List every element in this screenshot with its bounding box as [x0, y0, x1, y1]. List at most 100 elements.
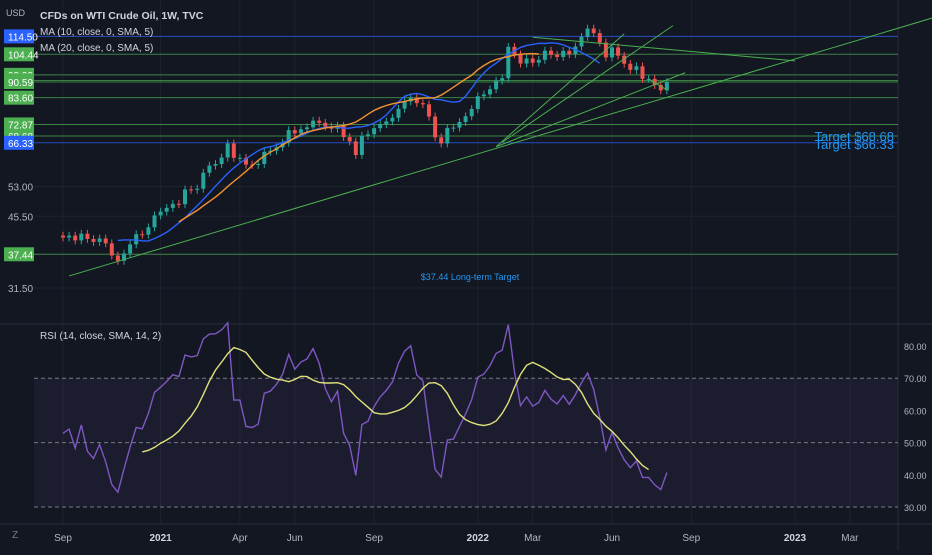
candle-body [122, 253, 126, 261]
candle-body [585, 28, 590, 37]
rsi-ma-line [142, 346, 649, 471]
candle-body [366, 134, 370, 136]
candle-body [85, 233, 90, 239]
candle-body [347, 137, 352, 142]
candle-body [384, 121, 389, 125]
time-tick-label: Jun [287, 533, 303, 544]
ma10-legend[interactable]: MA (10, close, 0, SMA, 5) [40, 27, 154, 38]
price-label-badge [4, 90, 34, 105]
rsi-legend[interactable]: RSI (14, close, SMA, 14, 2) [40, 331, 162, 342]
rsi-tick-label: 50.00 [904, 439, 927, 449]
candle-body [640, 66, 645, 79]
rsi-tick-label: 40.00 [904, 471, 927, 481]
candle-body [664, 82, 669, 91]
candle-body [146, 227, 151, 235]
candle-body [311, 120, 316, 128]
candle-body [103, 238, 108, 244]
candle-body [390, 117, 395, 122]
price-tick-label: 37.44 [8, 250, 33, 261]
candle-body [158, 211, 163, 216]
candle-body [219, 157, 224, 164]
candle-body [97, 238, 102, 242]
price-tick-label: 114.50 [8, 32, 38, 43]
candle-body [451, 127, 456, 129]
candle-body [231, 143, 236, 158]
candle-body [109, 243, 114, 256]
timezone-toggle[interactable]: Z [12, 530, 19, 541]
axes: 114.50104.4493.9991.3190.5983.6072.8768.… [4, 29, 927, 544]
candle-body [115, 255, 120, 261]
candle-body [91, 238, 96, 242]
candle-body [183, 189, 187, 205]
candle-body [481, 94, 486, 97]
price-tick-label: 31.50 [8, 284, 33, 295]
candle-body [506, 46, 511, 79]
candle-body [524, 58, 529, 64]
candle-body [549, 50, 553, 55]
moving-averages [117, 42, 601, 242]
price-tick-label: 83.60 [8, 94, 33, 105]
target-top-label: Target $68.68 [814, 129, 894, 144]
candle-body [530, 58, 535, 63]
candle-body [262, 151, 267, 164]
trendline-channel-support [495, 72, 686, 148]
ma20-legend[interactable]: MA (20, close, 0, SMA, 5) [40, 43, 154, 54]
candles [61, 24, 669, 265]
candle-body [652, 78, 657, 86]
candle-body [195, 188, 200, 190]
candle-body [152, 215, 157, 228]
candle-body [420, 103, 425, 105]
candle-body [567, 50, 572, 55]
candle-body [378, 124, 383, 129]
candle-body [341, 125, 346, 138]
long-term-target-label: $37.44 Long-term Target [421, 272, 520, 282]
candle-body [359, 135, 364, 156]
ma10-line [117, 42, 601, 242]
candle-body [323, 122, 328, 127]
candle-body [469, 108, 474, 117]
price-label-badge [4, 75, 34, 90]
candle-body [268, 150, 273, 152]
time-tick-label: Sep [682, 533, 700, 544]
candle-body [445, 127, 450, 144]
candle-body [140, 234, 145, 236]
candle-body [286, 130, 291, 143]
candle-body [414, 97, 419, 104]
candle-body [292, 130, 297, 134]
rsi-tick-label: 80.00 [904, 342, 927, 352]
candle-body [237, 157, 242, 159]
candle-body [597, 33, 602, 43]
price-tick-label: 45.50 [8, 212, 33, 223]
trendline-long-term-support [68, 17, 932, 277]
trendline-descending-top [532, 36, 796, 62]
candle-body [457, 121, 462, 128]
candle-body [164, 207, 169, 212]
rsi-line [62, 321, 668, 494]
candle-body [256, 163, 261, 165]
time-tick-label: Sep [54, 533, 72, 544]
price-tick-label: 66.33 [8, 139, 33, 150]
price-tick-label: 104.44 [8, 50, 39, 61]
price-tick-label: 90.59 [8, 78, 33, 89]
chart-title[interactable]: CFDs on WTI Crude Oil, 1W, TVC [40, 10, 204, 22]
price-tick-label: 72.87 [8, 120, 33, 131]
time-tick-label: Apr [232, 533, 248, 544]
price-label-badge [4, 117, 34, 132]
candle-body [427, 104, 431, 117]
candle-body [433, 116, 438, 138]
trendlines [68, 17, 932, 277]
candle-body [225, 143, 230, 158]
rsi-tick-label: 30.00 [904, 503, 927, 513]
price-label-badge [4, 47, 34, 62]
ma20-line [178, 52, 539, 223]
candle-body [317, 120, 322, 123]
candle-body [128, 244, 133, 254]
candle-body [658, 85, 663, 91]
time-tick-label: Mar [524, 533, 542, 544]
candle-body [475, 96, 480, 109]
candle-body [244, 157, 248, 165]
price-label-badge [4, 247, 34, 262]
target-bottom-label: Target $66.33 [814, 137, 894, 152]
